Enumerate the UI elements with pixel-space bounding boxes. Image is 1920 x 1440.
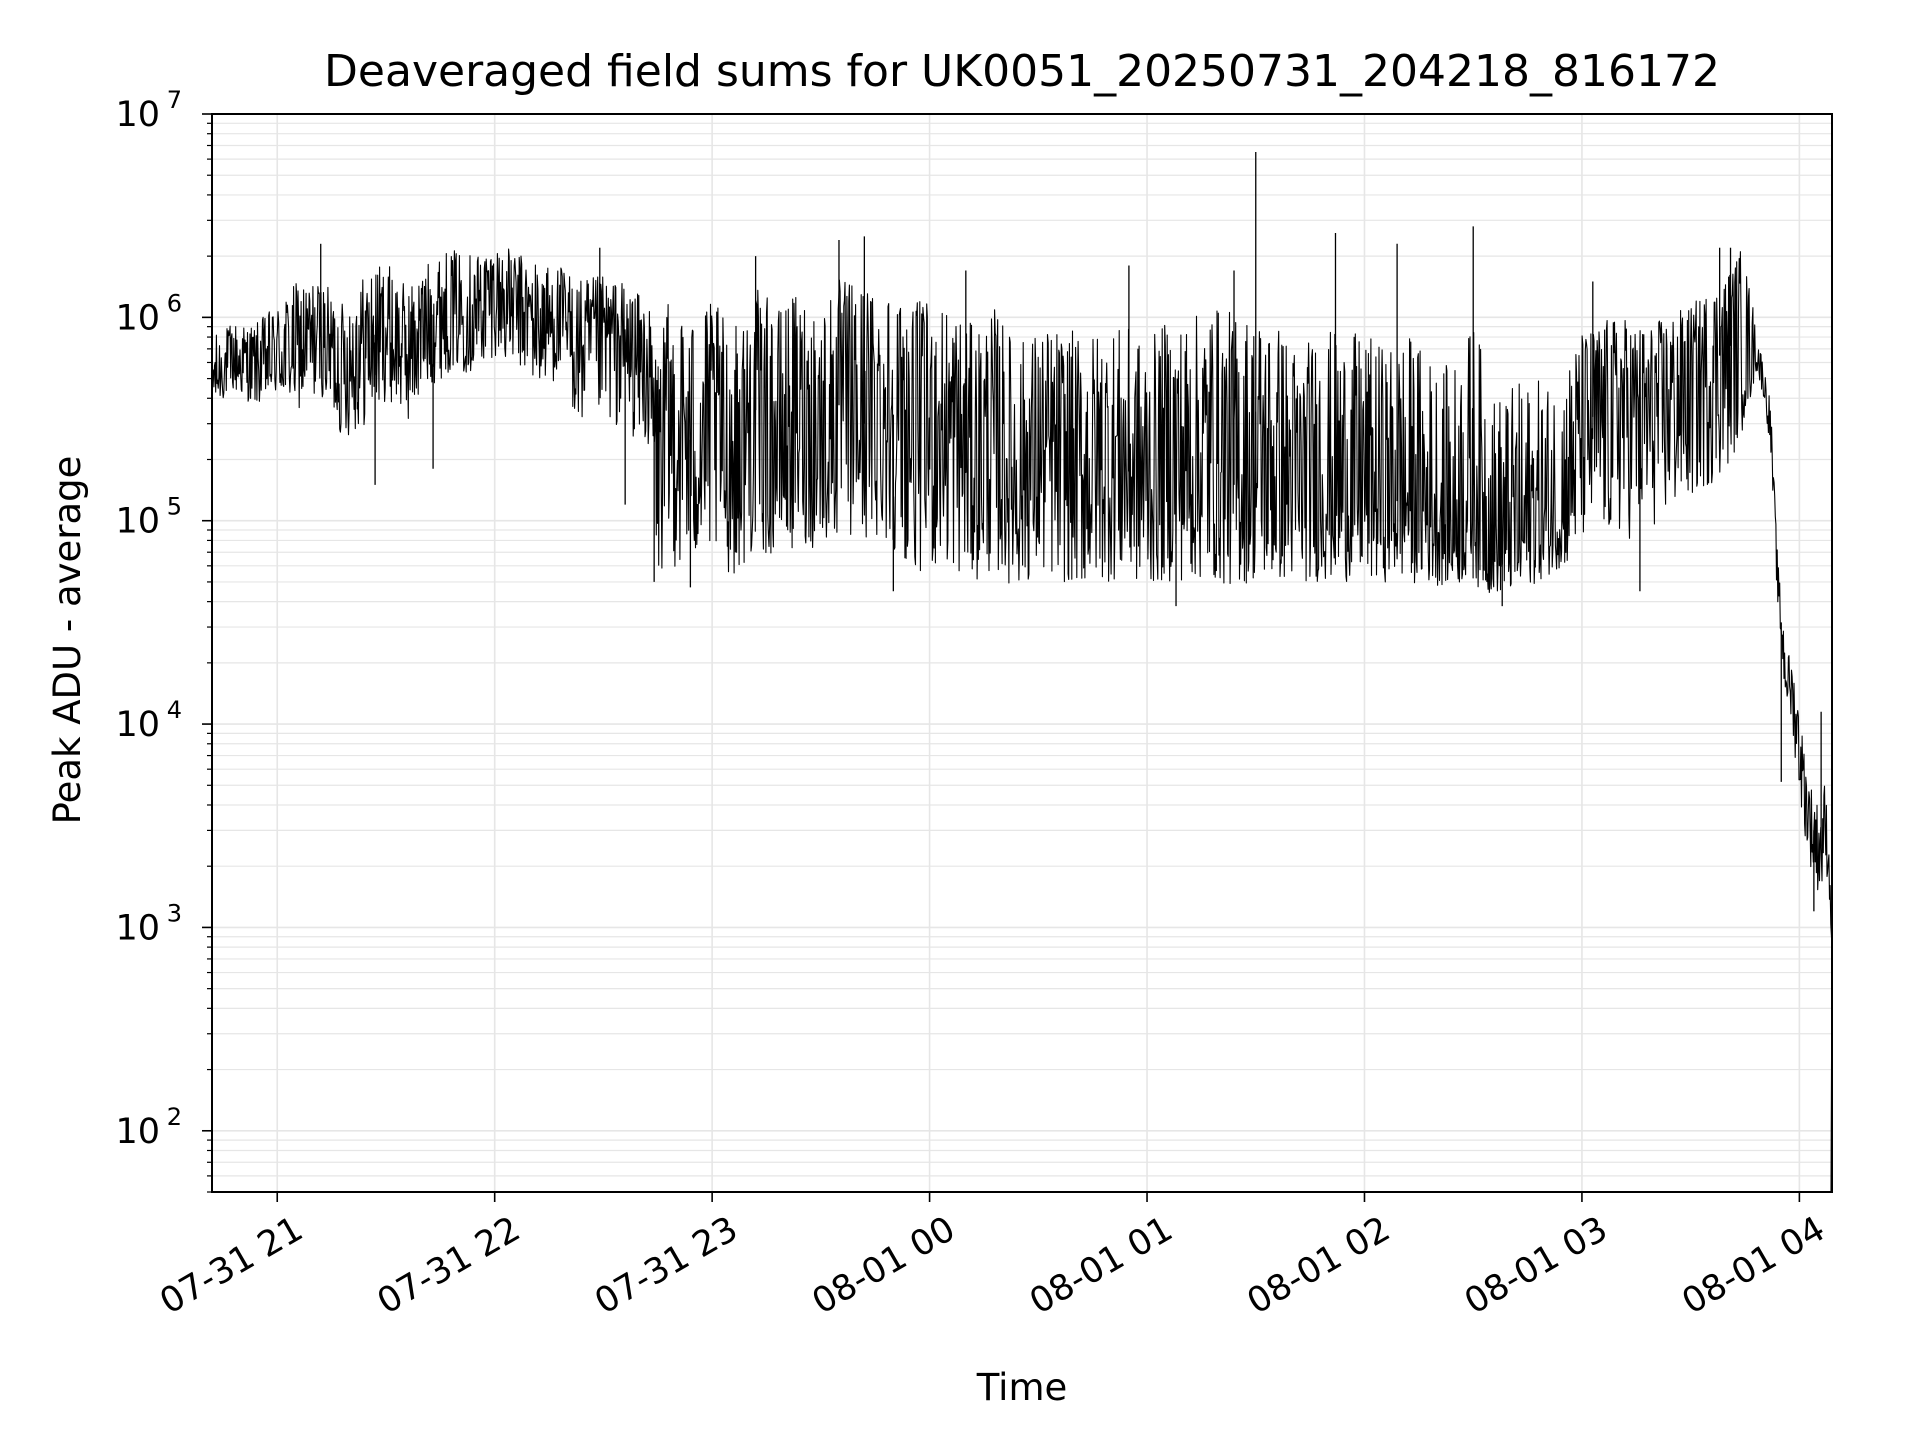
x-axis-label: Time — [976, 1366, 1068, 1409]
x-tick-label: 08-01 00 — [806, 1209, 962, 1322]
y-tick-exponent: 2 — [167, 1103, 182, 1131]
series-line — [211, 248, 1833, 1193]
x-tick-label: 08-01 02 — [1241, 1209, 1397, 1322]
y-tick-exponent: 5 — [167, 493, 182, 521]
y-tick-label: 10 — [115, 1112, 160, 1152]
y-axis-label: Peak ADU - average — [46, 456, 89, 825]
y-tick-label: 10 — [115, 705, 160, 745]
chart-title: Deaveraged field sums for UK0051_2025073… — [324, 46, 1720, 97]
plot-frame — [211, 113, 1833, 1193]
y-tick-exponent: 4 — [167, 696, 182, 724]
y-tick-exponent: 7 — [167, 86, 182, 114]
y-tick-label: 10 — [115, 298, 160, 338]
y-tick-label: 10 — [115, 908, 160, 948]
axis-ticks: 07-31 21 07-31 22 07-31 23 08-01 00 08-01 01… — [115, 86, 1831, 1322]
y-tick-label: 10 — [115, 95, 160, 135]
x-tick-label: 07-31 22 — [371, 1209, 527, 1322]
y-tick-label: 10 — [115, 502, 160, 542]
x-tick-label: 07-31 21 — [153, 1209, 309, 1322]
series-group — [211, 152, 1833, 1193]
x-tick-label: 07-31 23 — [588, 1209, 744, 1322]
x-tick-label: 08-01 04 — [1676, 1209, 1832, 1322]
x-tick-label: 08-01 01 — [1023, 1209, 1179, 1322]
y-tick-exponent: 6 — [167, 289, 182, 317]
y-tick-exponent: 3 — [167, 899, 182, 927]
x-tick-label: 08-01 03 — [1458, 1209, 1614, 1322]
